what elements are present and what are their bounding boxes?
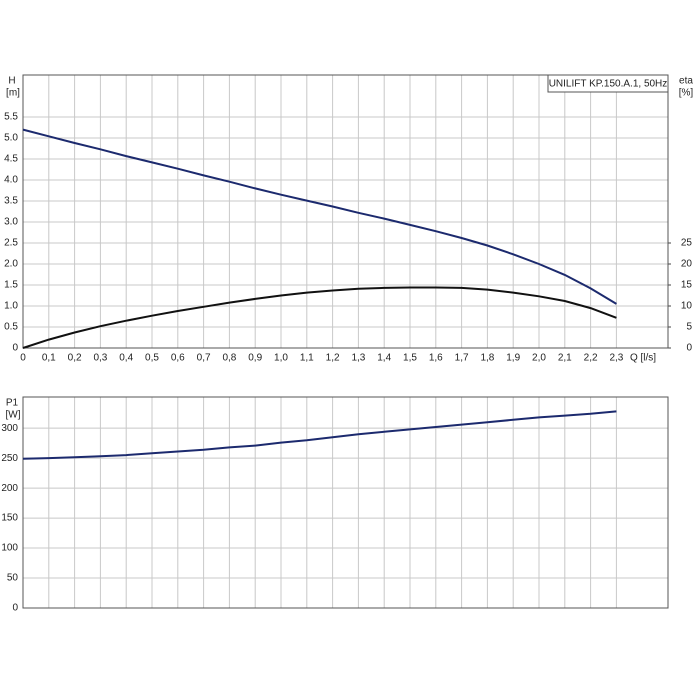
x-tick-label: 0,6 <box>171 353 185 364</box>
x-tick-label: 2,3 <box>609 353 623 364</box>
x-tick-label: 2,0 <box>532 353 546 364</box>
y-tick-label: 1.5 <box>4 280 18 291</box>
y-tick-label: 100 <box>1 543 18 554</box>
x-tick-label: 1,4 <box>377 353 391 364</box>
x-tick-label: 0,9 <box>248 353 262 364</box>
y-tick-label: 2.0 <box>4 259 18 270</box>
y-tick-label: 5.0 <box>4 133 18 144</box>
x-tick-label: 1,1 <box>300 353 314 364</box>
y2-tick-label: 10 <box>681 301 693 312</box>
x-axis-label: Q [l/s] <box>630 353 656 364</box>
y2-tick-label: 5 <box>686 322 692 333</box>
x-tick-label: 0,7 <box>197 353 211 364</box>
y-tick-label: 2.5 <box>4 238 18 249</box>
x-tick-label: 0,8 <box>222 353 236 364</box>
title-box <box>547 74 669 93</box>
x-tick-label: 0,3 <box>93 353 107 364</box>
x-tick-label: 2,1 <box>558 353 572 364</box>
y2-axis-label: eta <box>679 76 693 87</box>
y-tick-label: 300 <box>1 423 18 434</box>
x-tick-label: 0,4 <box>119 353 133 364</box>
curve <box>22 410 617 460</box>
x-tick-label: 1,7 <box>455 353 469 364</box>
x-tick-label: 0,5 <box>145 353 159 364</box>
y-axis-unit: [W] <box>6 410 21 421</box>
y2-tick-label: 15 <box>681 280 693 291</box>
x-tick-label: 0 <box>20 353 26 364</box>
y-axis-label: P1 <box>6 398 19 409</box>
x-tick-label: 1,5 <box>403 353 417 364</box>
y2-tick-label: 0 <box>686 343 692 354</box>
x-tick-label: 1,6 <box>429 353 443 364</box>
x-tick-label: 0,1 <box>42 353 56 364</box>
y-tick-label: 150 <box>1 513 18 524</box>
y-tick-label: 250 <box>1 453 18 464</box>
y-tick-label: 4.5 <box>4 154 18 165</box>
y-axis-label: H <box>8 76 15 87</box>
y2-axis-unit: [%] <box>679 88 694 99</box>
y-tick-label: 0 <box>12 603 18 614</box>
chart-title: UNILIFT KP.150.A.1, 50Hz <box>549 79 668 90</box>
curve <box>22 128 617 305</box>
x-tick-label: 1,9 <box>506 353 520 364</box>
curve <box>22 286 617 349</box>
y-tick-label: 1.0 <box>4 301 18 312</box>
x-tick-label: 1,3 <box>351 353 365 364</box>
x-tick-label: 1,0 <box>274 353 288 364</box>
x-tick-label: 1,2 <box>326 353 340 364</box>
x-tick-label: 1,8 <box>480 353 494 364</box>
y2-tick-label: 25 <box>681 238 693 249</box>
y-tick-label: 200 <box>1 483 18 494</box>
y-tick-label: 0 <box>12 343 18 354</box>
y-tick-label: 50 <box>7 573 19 584</box>
y-tick-label: 4.0 <box>4 175 18 186</box>
x-tick-label: 2,2 <box>584 353 598 364</box>
y-tick-label: 5.5 <box>4 112 18 123</box>
y2-tick-label: 20 <box>681 259 693 270</box>
y-axis-unit: [m] <box>6 88 20 99</box>
y-tick-label: 0.5 <box>4 322 18 333</box>
y-tick-label: 3.0 <box>4 217 18 228</box>
x-tick-label: 0,2 <box>68 353 82 364</box>
y-tick-label: 3.5 <box>4 196 18 207</box>
plot-frame <box>22 74 669 349</box>
plot-frame <box>22 396 669 609</box>
